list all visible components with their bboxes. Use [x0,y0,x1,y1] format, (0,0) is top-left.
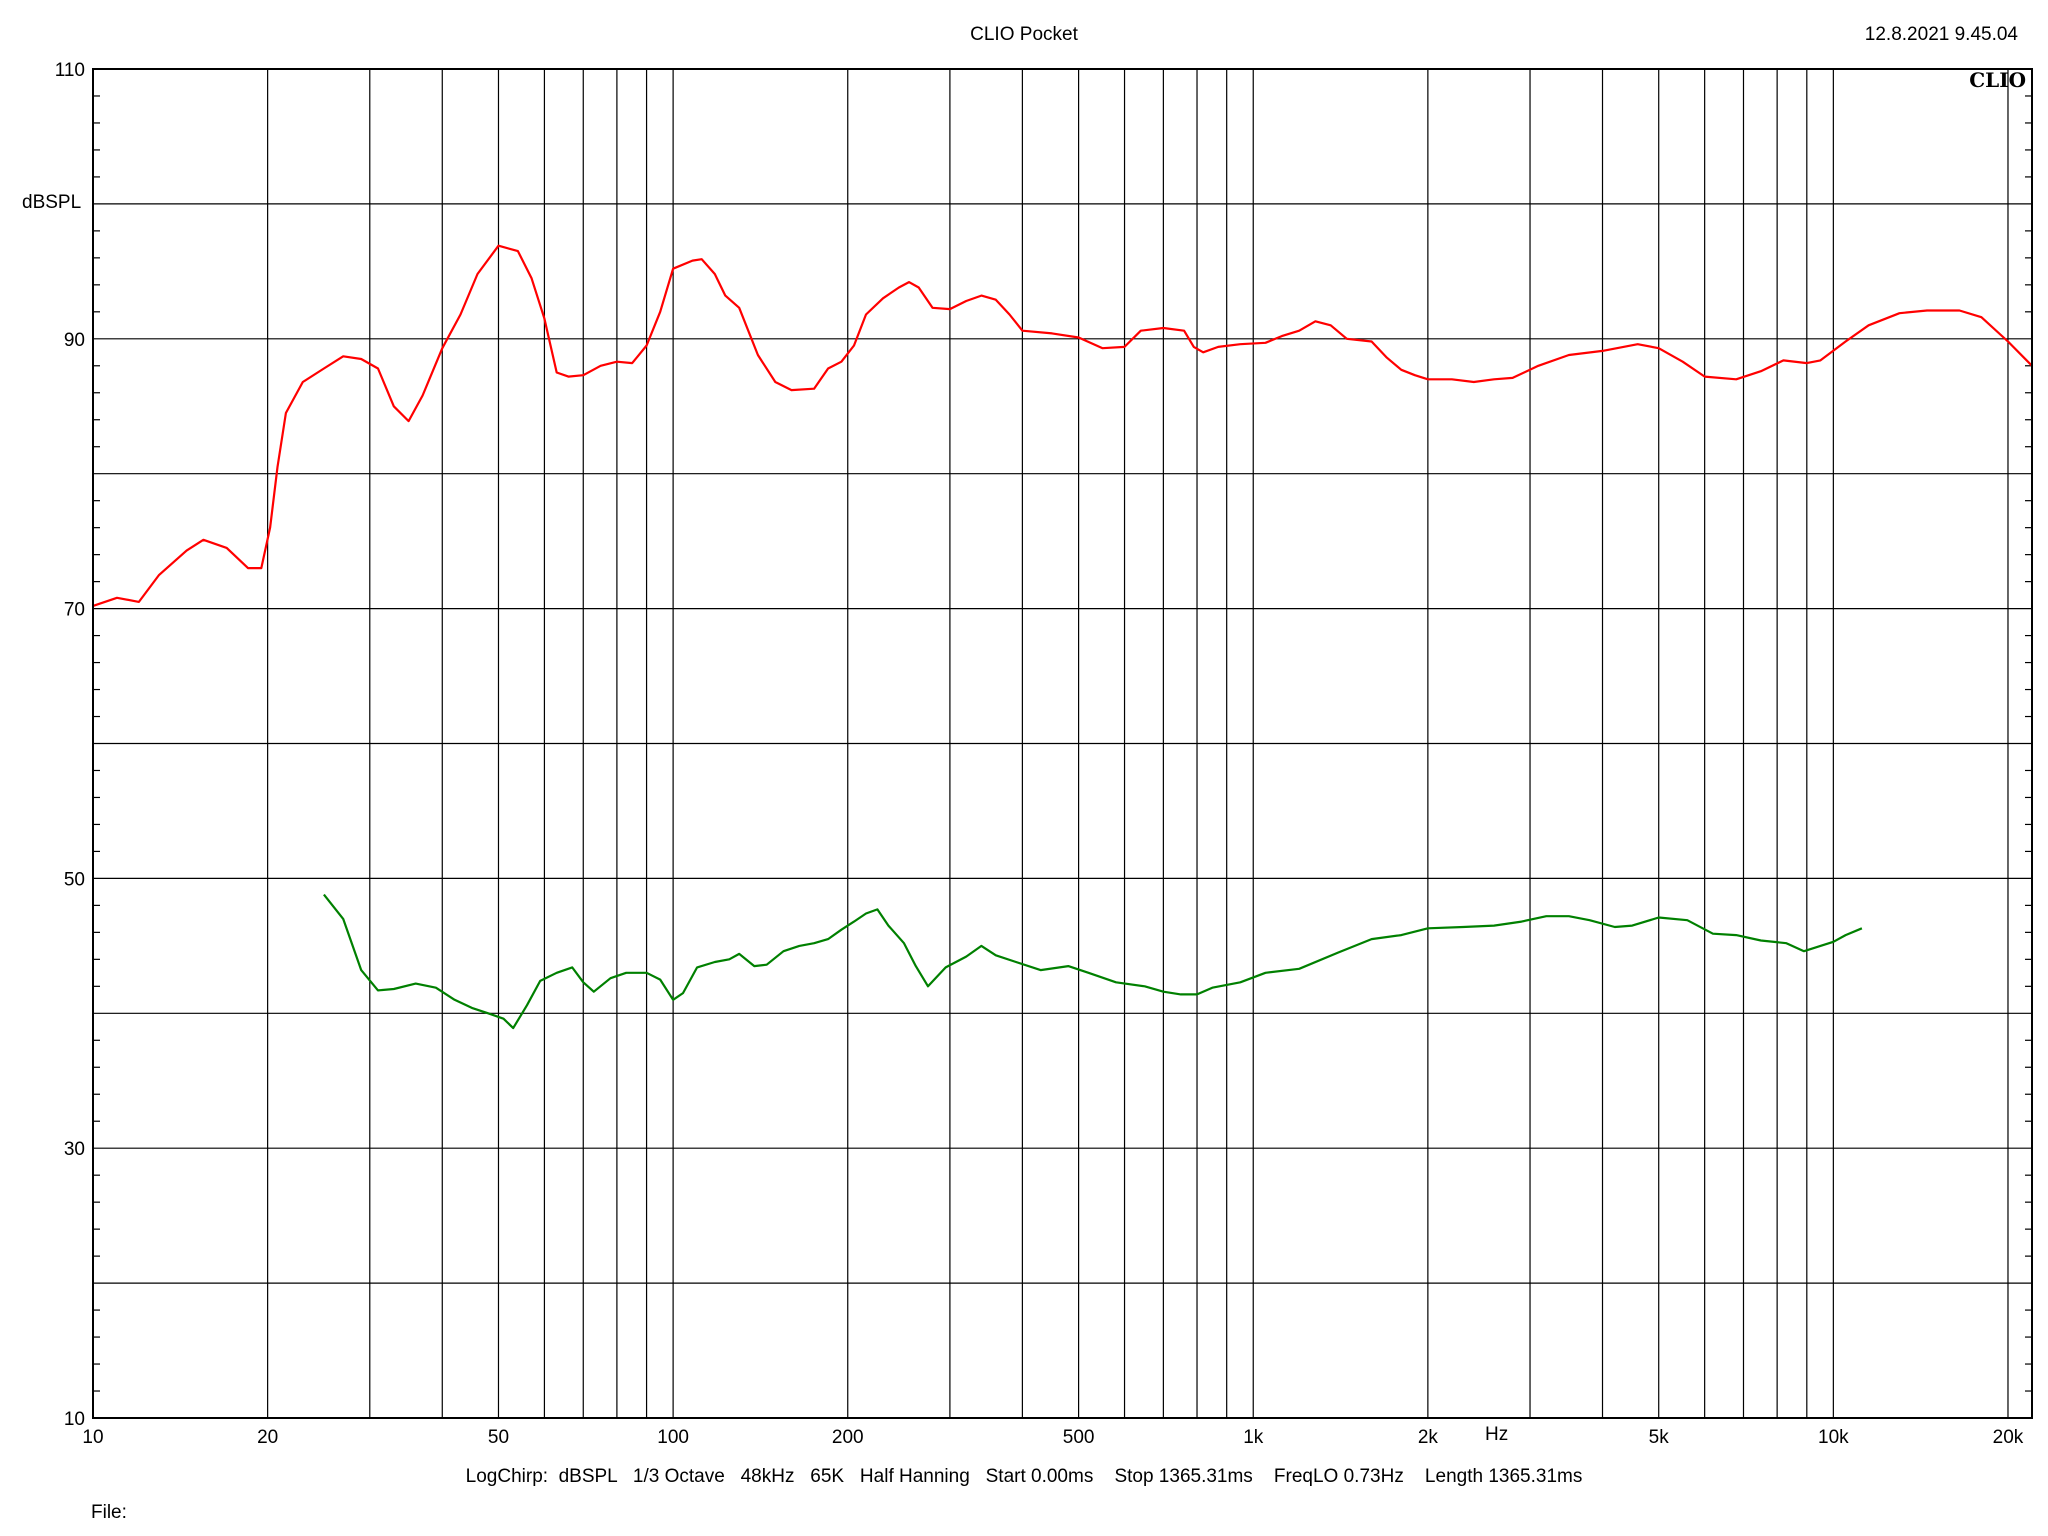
x-tick-labels: 10 20 50 100 200 500 1k 2k 5k 10k 20k [82,1427,2023,1448]
x-tick-label: 200 [832,1427,864,1448]
x-tick-label: 500 [1063,1427,1095,1448]
file-label: File: [91,1502,127,1523]
green-series-line [323,893,1863,1030]
x-tick-label: 1k [1243,1427,1264,1448]
clio-logo: CLIO [1969,68,2026,92]
x-tick-label: 20 [257,1427,278,1448]
x-tick-label: 10 [82,1427,103,1448]
y-tick-label: 10 [64,1409,85,1430]
y-tick-label: 30 [64,1139,85,1160]
x-tick-label: 100 [657,1427,689,1448]
x-axis-unit-label: Hz [1485,1424,1509,1445]
y-axis-unit-label: dBSPL [22,192,82,213]
plot-frame [92,68,2033,1419]
x-tick-label: 10k [1818,1427,1849,1448]
x-tick-label: 2k [1418,1427,1439,1448]
x-tick-label: 50 [488,1427,509,1448]
y-tick-label: 90 [64,330,85,351]
timestamp: 12.8.2021 9.45.04 [1864,24,2018,45]
vertical-gridlines [267,69,2009,1418]
x-tick-label: 20k [1993,1427,2024,1448]
chart-title: CLIO Pocket [970,24,1078,45]
y-tick-label: 70 [64,600,85,621]
measurement-settings: LogChirp: dBSPL 1/3 Octave 48kHz 65K Hal… [465,1466,1583,1487]
series-lines [92,244,2033,1030]
horizontal-gridlines [93,68,2032,1419]
x-tick-label: 5k [1649,1427,1670,1448]
y-tick-label: 50 [64,869,85,890]
y-tick-label: 110 [55,60,85,81]
right-minor-ticks [93,95,2032,1392]
red-series-line [92,244,2033,607]
y-tick-labels: 10 30 50 70 90 110 [55,60,85,1430]
